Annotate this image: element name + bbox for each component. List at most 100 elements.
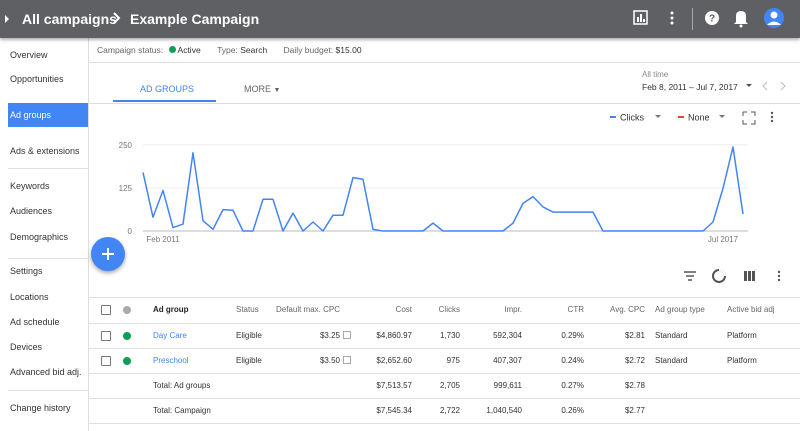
column-header[interactable]: Clicks <box>438 305 460 314</box>
tab-bar: AD GROUPS MORE ▼ All time Feb 8, 2011 – … <box>89 63 800 104</box>
column-header[interactable]: Cost <box>395 305 412 314</box>
table-cell: 1,730 <box>439 331 460 340</box>
notifications-icon[interactable] <box>734 11 748 28</box>
sidebar-item[interactable]: Ad groups <box>8 103 88 127</box>
reports-icon[interactable] <box>633 10 648 25</box>
date-dropdown[interactable] <box>746 84 752 87</box>
campaign-name: Example Campaign <box>130 11 260 27</box>
date-range-value[interactable]: Feb 8, 2011 – Jul 7, 2017 <box>642 82 738 92</box>
column-header[interactable]: Active bid adj <box>727 305 775 314</box>
date-next[interactable] <box>780 81 786 91</box>
chart-more-icon[interactable] <box>770 111 774 123</box>
sidebar-item[interactable]: Audiences <box>10 206 53 216</box>
edit-bid-icon[interactable] <box>343 331 351 339</box>
status-dot <box>168 46 176 53</box>
row-checkbox[interactable] <box>101 331 111 341</box>
total-cell: $7,513.57 <box>376 381 412 390</box>
sidebar-divider <box>8 390 88 391</box>
x-tick-label: Feb 2011 <box>146 235 180 244</box>
column-header[interactable]: Status <box>236 305 259 314</box>
fullscreen-icon[interactable] <box>742 111 756 125</box>
tab-more[interactable]: MORE ▼ <box>244 83 280 97</box>
total-label: Total: Campaign <box>153 406 211 415</box>
row-checkbox[interactable] <box>101 305 111 315</box>
table-cell: Platform <box>727 331 757 340</box>
column-header[interactable]: Avg. CPC <box>610 305 645 314</box>
status-value: Active <box>177 45 201 55</box>
column-header[interactable]: CTR <box>567 305 584 314</box>
sidebar-item[interactable]: Keywords <box>10 181 50 191</box>
legend-label[interactable]: Clicks <box>620 113 644 123</box>
table-cell: Standard <box>655 356 688 365</box>
ad-groups-table: Ad group Status Default max. CPC Cost Clicks… <box>89 297 800 431</box>
sidebar-item[interactable]: Change history <box>10 403 71 413</box>
column-header[interactable]: Default max. CPC <box>275 305 340 314</box>
table-cell: $4,860.97 <box>376 331 412 340</box>
total-cell: $7,545.34 <box>376 406 412 415</box>
sidebar-item[interactable]: Locations <box>10 292 49 302</box>
column-header[interactable]: Ad group <box>153 305 189 314</box>
row-border <box>89 297 800 298</box>
compare-swatch <box>678 116 684 118</box>
row-checkbox[interactable] <box>101 356 111 366</box>
sidebar-item[interactable]: Ad schedule <box>10 317 60 327</box>
sidebar-item[interactable]: Opportunities <box>10 74 64 84</box>
sidebar: Overview Opportunities Ad groups Ads & exte… <box>0 38 89 431</box>
total-cell: 2,705 <box>439 381 460 390</box>
table-more-icon[interactable] <box>777 270 781 282</box>
row-border <box>89 398 800 399</box>
filter-icon[interactable] <box>684 271 696 281</box>
segment-icon[interactable] <box>712 269 726 283</box>
sidebar-item[interactable]: Settings <box>10 266 43 276</box>
budget-value: $15.00 <box>335 45 362 55</box>
total-cell: $2.77 <box>624 406 645 415</box>
legend-dropdown[interactable] <box>655 115 661 118</box>
y-tick-label: 250 <box>119 141 133 150</box>
date-prev[interactable] <box>762 81 768 91</box>
table-cell[interactable]: $3.25 <box>319 331 340 340</box>
column-header[interactable]: Impr. <box>504 305 522 314</box>
compare-label[interactable]: None <box>688 113 710 123</box>
sidebar-item[interactable]: Ads & extensions <box>10 146 80 156</box>
table-cell: Eligible <box>236 331 262 340</box>
columns-icon[interactable] <box>744 271 755 281</box>
table-toolbar <box>89 258 800 297</box>
sidebar-item[interactable]: Overview <box>10 50 48 60</box>
add-button[interactable] <box>91 237 125 271</box>
breadcrumb-chevron <box>113 12 121 24</box>
table-cell: Eligible <box>236 356 262 365</box>
budget-label: Daily budget: <box>283 45 334 55</box>
table-cell: 975 <box>446 356 460 365</box>
legend-swatch <box>610 116 616 118</box>
sidebar-item[interactable]: Devices <box>10 342 43 352</box>
breadcrumb-root[interactable]: All campaigns <box>22 11 117 27</box>
status-label: Campaign status: <box>97 45 164 55</box>
total-cell: 0.26% <box>561 406 584 415</box>
table-cell: 0.24% <box>561 356 584 365</box>
compare-dropdown[interactable] <box>719 115 725 118</box>
total-cell: $2.78 <box>624 381 645 390</box>
row-border <box>89 348 800 349</box>
tab-more-label: MORE <box>244 84 271 94</box>
sidebar-item[interactable]: Demographics <box>10 232 69 242</box>
more-icon[interactable] <box>670 11 674 25</box>
help-icon[interactable]: ? <box>705 11 719 25</box>
tab-ad-groups[interactable]: AD GROUPS <box>140 84 195 94</box>
menu-toggle[interactable] <box>5 15 9 23</box>
x-tick-label: Jul 2017 <box>708 235 739 244</box>
status-bar: Campaign status: Active Type: Search Dai… <box>89 38 800 63</box>
ad-group-link[interactable]: Day Care <box>153 331 187 340</box>
top-bar: ? All campaigns Example Campaign <box>0 0 800 38</box>
ad-group-link[interactable]: Preschool <box>153 356 189 365</box>
column-header[interactable]: Ad group type <box>655 305 705 314</box>
table-cell[interactable]: $3.50 <box>319 356 340 365</box>
table-cell: $2.81 <box>624 331 645 340</box>
chart: Clicks None 0 125 250 Feb 2011 Jul 2017 <box>119 111 774 244</box>
account-avatar[interactable] <box>764 8 784 28</box>
row-border <box>89 373 800 374</box>
table-cell: 0.29% <box>561 331 584 340</box>
table-cell: 407,307 <box>493 356 522 365</box>
sidebar-item[interactable]: Advanced bid adj. <box>10 367 82 377</box>
edit-bid-icon[interactable] <box>343 356 351 364</box>
